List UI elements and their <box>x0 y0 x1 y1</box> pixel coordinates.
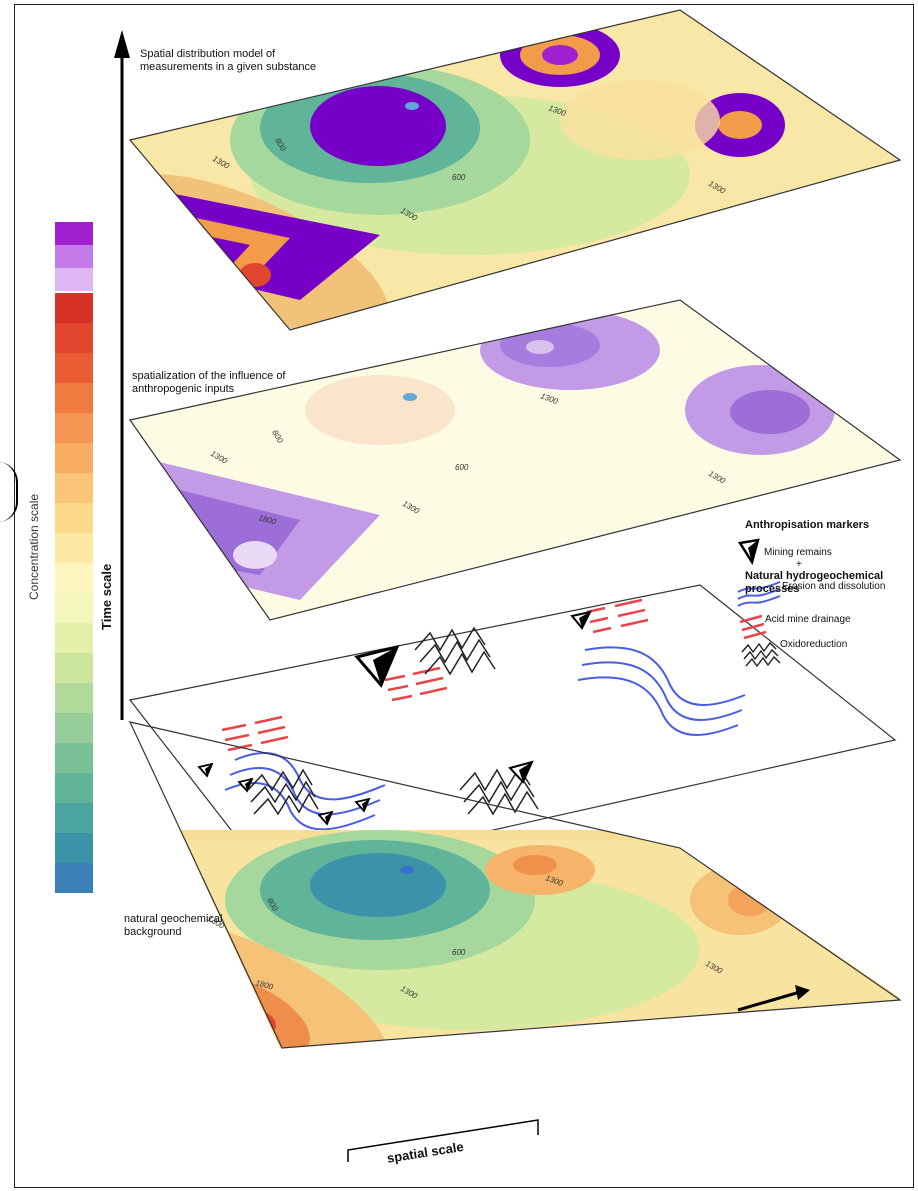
colorbar-cell <box>55 653 93 683</box>
legend-plus: + <box>796 559 802 570</box>
legend-natural-title: Natural hydrogeochemical processes <box>745 570 884 595</box>
colorbar-cell <box>55 713 93 743</box>
time-scale-label: Time scale <box>99 563 114 630</box>
background-layer-outline <box>128 721 902 1049</box>
colorbar-cell <box>55 533 93 563</box>
legend-oxido-label: Oxidoreduction <box>780 639 848 650</box>
legend-erosion-icon <box>737 581 781 607</box>
legend-acid-icon <box>739 614 767 640</box>
anthropogenic-layer-label: spatialization of the influence of anthr… <box>132 370 286 395</box>
process-layer <box>128 584 897 885</box>
colorbar-cell <box>55 593 93 623</box>
colorbar-cell <box>55 473 93 503</box>
legend-mining-label: Mining remains <box>764 547 832 558</box>
legend-erosion-label: Erosion and dissolution <box>782 581 886 592</box>
top-layer-label: Spatial distribution model of measuremen… <box>140 48 317 73</box>
contour-label: 600 <box>452 948 466 957</box>
background-layer-label: natural geochemical background <box>124 913 223 938</box>
legend-oxido-icon <box>741 641 781 668</box>
colorbar-cell <box>55 383 93 413</box>
legend-mining-icon <box>737 538 760 566</box>
colorbar-cell <box>55 833 93 863</box>
colorbar-cell <box>55 222 93 245</box>
spatial-scale-bracket <box>347 1119 539 1162</box>
colorbar-cell <box>55 413 93 443</box>
legend-title: Anthropisation markers <box>745 519 870 531</box>
legend-acid-label: Acid mine drainage <box>765 614 851 625</box>
concentration-scale-label: Concentration scale <box>27 493 41 600</box>
direction-arrow-icon <box>737 985 810 1012</box>
colorbar-cell <box>55 293 93 323</box>
colorbar-cell <box>55 268 93 291</box>
colorbar-cell <box>55 443 93 473</box>
contour-label: 600 <box>452 173 466 182</box>
background-fill <box>130 830 900 1048</box>
concentration-colorbar <box>55 222 93 893</box>
contour-label: 600 <box>455 463 469 472</box>
colorbar-cell <box>55 743 93 773</box>
panel-bracket <box>0 462 18 522</box>
colorbar-cell <box>55 863 93 893</box>
colorbar-cell <box>55 623 93 653</box>
colorbar-cell <box>55 503 93 533</box>
colorbar-cell <box>55 683 93 713</box>
time-axis-arrowhead <box>114 30 130 58</box>
colorbar-cell <box>55 773 93 803</box>
colorbar-cell <box>55 803 93 833</box>
colorbar-cell <box>55 353 93 383</box>
colorbar-cell <box>55 323 93 353</box>
figure-frame <box>14 4 914 1188</box>
colorbar-cell <box>55 563 93 593</box>
colorbar-cell <box>55 245 93 268</box>
